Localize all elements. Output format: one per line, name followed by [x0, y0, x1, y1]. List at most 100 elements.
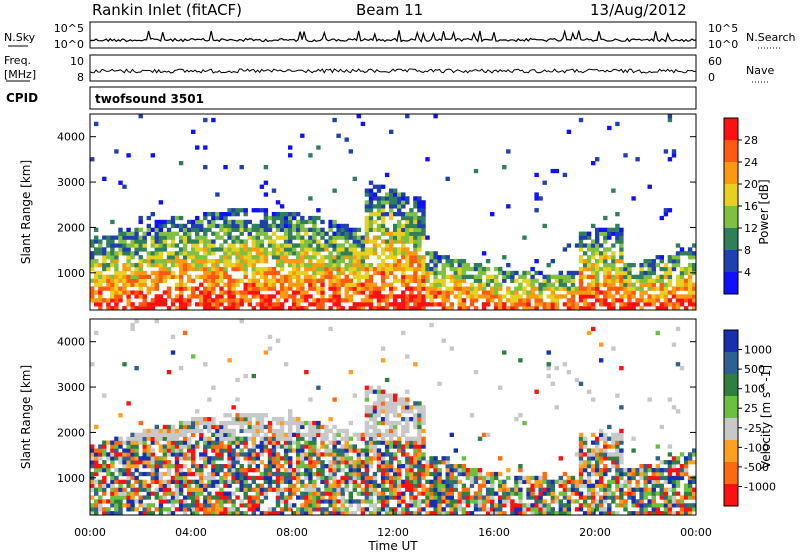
- heatmap-cell: [231, 243, 236, 248]
- heatmap-cell: [627, 298, 632, 303]
- heatmap-cell: [126, 278, 131, 283]
- heatmap-cell: [118, 290, 123, 295]
- heatmap-cell: [574, 479, 580, 484]
- heatmap-cell: [340, 231, 345, 236]
- heatmap-cell: [118, 294, 123, 299]
- heatmap-cell: [283, 507, 289, 512]
- heatmap-cell: [477, 499, 483, 504]
- heatmap-cell: [283, 278, 289, 283]
- heatmap-cell: [607, 282, 612, 287]
- heatmap-cell: [481, 266, 487, 272]
- heatmap-cell: [283, 436, 289, 441]
- heatmap-cell: [469, 483, 475, 488]
- heatmap-cell: [671, 290, 677, 295]
- heatmap-cell: [251, 208, 256, 213]
- heatmap-cell: [178, 215, 184, 221]
- heatmap-cell: [312, 448, 317, 453]
- heatmap-cell: [312, 479, 317, 484]
- heatmap-cell: [607, 263, 612, 268]
- heatmap-cell: [292, 475, 297, 481]
- heatmap-cell: [421, 499, 426, 504]
- heatmap-cell: [376, 208, 382, 213]
- heatmap-cell: [380, 409, 386, 414]
- heatmap-cell: [340, 247, 345, 252]
- heatmap-cell: [110, 456, 115, 461]
- heatmap-cell: [279, 251, 285, 256]
- heatmap-cell: [380, 346, 386, 351]
- heatmap-cell: [384, 239, 390, 244]
- heatmap-cell: [182, 440, 188, 445]
- heatmap-cell: [619, 452, 624, 457]
- heatmap-cell: [118, 479, 123, 484]
- heatmap-cell: [344, 428, 349, 434]
- heatmap-cell: [461, 511, 467, 516]
- heatmap-cell: [292, 491, 297, 496]
- heatmap-cell: [251, 239, 256, 244]
- heatmap-cell: [376, 306, 382, 311]
- heatmap-cell: [174, 456, 180, 461]
- heatmap-cell: [623, 153, 628, 158]
- heatmap-cell: [417, 440, 422, 445]
- heatmap-cell: [389, 255, 394, 260]
- heatmap-cell: [283, 247, 289, 252]
- heatmap-cell: [692, 266, 697, 272]
- heatmap-cell: [166, 499, 172, 504]
- heatmap-cell: [566, 475, 572, 481]
- heatmap-cell: [530, 495, 535, 500]
- heatmap-cell: [586, 235, 592, 240]
- heatmap-cell: [340, 507, 345, 512]
- heatmap-cell: [94, 499, 99, 504]
- heatmap-cell: [292, 212, 297, 217]
- heatmap-cell: [158, 235, 164, 240]
- heatmap-cell: [134, 444, 139, 449]
- heatmap-cell: [655, 503, 660, 508]
- heatmap-cell: [449, 259, 454, 264]
- heatmap-cell: [477, 270, 483, 276]
- heatmap-cell: [429, 491, 434, 496]
- heatmap-cell: [328, 326, 333, 332]
- heatmap-cell: [207, 212, 212, 217]
- heatmap-cell: [308, 491, 313, 496]
- heatmap-cell: [126, 479, 131, 484]
- heatmap-cell: [643, 495, 648, 500]
- heatmap-cell: [98, 507, 103, 512]
- heatmap-cell: [255, 270, 260, 276]
- heatmap-cell: [207, 436, 212, 441]
- heatmap-cell: [182, 259, 188, 264]
- heatmap-cell: [481, 251, 487, 256]
- heatmap-cell: [368, 417, 374, 422]
- heatmap-cell: [518, 499, 523, 504]
- heatmap-cell: [227, 223, 232, 229]
- heatmap-cell: [199, 274, 204, 279]
- heatmap-cell: [534, 507, 539, 512]
- heatmap-cell: [578, 448, 584, 453]
- heatmap-cell: [421, 270, 426, 276]
- heatmap-cell: [348, 286, 353, 291]
- heatmap-cell: [267, 456, 273, 461]
- heatmap-cell: [170, 231, 176, 236]
- heatmap-cell: [397, 251, 402, 256]
- heatmap-cell: [332, 464, 337, 469]
- heatmap-cell: [328, 223, 333, 229]
- heatmap-cell: [340, 235, 345, 240]
- heatmap-cell: [687, 456, 693, 461]
- heatmap-cell: [142, 452, 147, 457]
- heatmap-cell: [510, 294, 515, 299]
- heatmap-cell: [275, 338, 281, 343]
- heatmap-cell: [255, 255, 260, 260]
- heatmap-cell: [207, 266, 212, 272]
- heatmap-cell: [603, 263, 608, 268]
- heatmap-cell: [679, 503, 685, 508]
- heatmap-cell: [417, 243, 422, 248]
- heatmap-cell: [215, 247, 220, 252]
- heatmap-cell: [118, 460, 123, 465]
- heatmap-cell: [615, 440, 620, 445]
- heatmap-cell: [469, 499, 475, 504]
- heatmap-cell: [94, 452, 99, 457]
- velocity-y-label: Slant Range [km]: [19, 365, 33, 469]
- heatmap-cell: [578, 507, 584, 512]
- heatmap-cell: [510, 491, 515, 496]
- heatmap-cell: [239, 165, 244, 170]
- heatmap-cell: [199, 239, 204, 244]
- heatmap-cell: [251, 263, 256, 268]
